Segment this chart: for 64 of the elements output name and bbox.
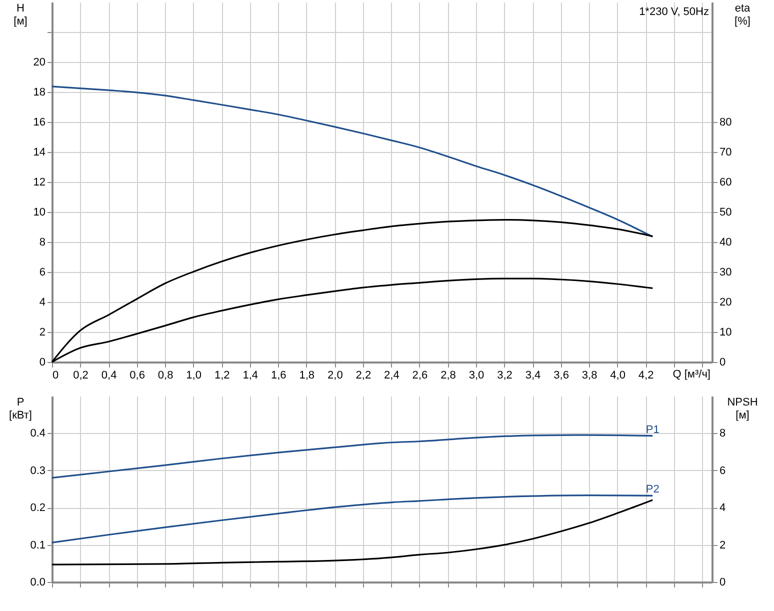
y2-tick-label: 8	[720, 428, 726, 440]
x-tick-label: 1,4	[242, 370, 258, 382]
x-tick-label: 0	[52, 370, 59, 382]
x-tick-label: 4,0	[610, 370, 626, 382]
y-tick-label: 0.0	[30, 576, 46, 588]
x-tick-label: 1,6	[270, 370, 286, 382]
y2-tick-label: 0	[720, 576, 726, 588]
x-tick-label: 1,0	[186, 370, 202, 382]
x-tick-label: 0,8	[158, 370, 174, 382]
x-tick-label: 0,6	[130, 370, 145, 382]
y2-tick-label: 70	[720, 146, 732, 158]
series-label: P1	[646, 424, 660, 436]
y-tick-label: 10	[33, 206, 46, 218]
y-tick-label: 4	[39, 296, 46, 308]
line-series	[51, 86, 654, 238]
y-tick-label: 14	[33, 146, 46, 158]
y-axis-title: P [кВт]	[9, 396, 32, 422]
y-tick-label: 0.3	[30, 464, 46, 477]
x-tick-label: 0,4	[101, 370, 117, 382]
y2-tick-label: 6	[720, 464, 726, 477]
y-tick-label: 0.4	[30, 428, 46, 440]
x-tick-label: 0,2	[73, 370, 88, 382]
y-axis-title: H [м]	[14, 2, 28, 28]
x-tick-label: 2,8	[440, 370, 456, 382]
y-tick-label: 0	[39, 356, 46, 368]
y-tick-label: 8	[39, 236, 46, 248]
y2-tick-label: 80	[720, 116, 732, 128]
x-tick-label: 3,2	[497, 370, 512, 382]
y2-tick-label: 4	[720, 502, 726, 514]
y2-tick-label: 2	[720, 539, 726, 552]
x-tick-label: 3,6	[554, 370, 569, 382]
series-label: P2	[646, 484, 660, 496]
x-tick-label: 3,4	[525, 370, 541, 382]
y2-axis-title: NPSH [м]	[727, 396, 758, 422]
x-axis-title: Q [м³/ч]	[672, 368, 710, 380]
y2-tick-label: 50	[720, 206, 732, 218]
x-tick-label: 3,8	[582, 370, 598, 382]
line-series	[51, 434, 654, 479]
x-tick-label: 1,2	[214, 370, 230, 382]
x-tick-label: 2,6	[412, 370, 428, 382]
y-tick-label: 6	[39, 266, 46, 278]
y-tick-label: 18	[33, 86, 46, 98]
x-tick-label: 1,8	[299, 370, 315, 382]
y-tick-label: 16	[33, 116, 46, 128]
y-tick-label: 0.1	[30, 539, 46, 552]
y-tick-label: 0.2	[30, 502, 46, 514]
x-tick-label: 2,0	[328, 370, 343, 382]
y2-tick-label: 40	[720, 236, 732, 248]
y2-tick-label: 20	[720, 296, 732, 308]
y-tick-label: 12	[33, 176, 46, 188]
y2-tick-label: 0	[720, 356, 726, 368]
x-tick-label: 3,0	[468, 370, 484, 382]
y2-axis-title: eta [%]	[734, 2, 752, 28]
y-tick-label: 20	[33, 56, 46, 68]
x-tick-label: 2,2	[356, 370, 372, 382]
line-series	[51, 494, 654, 544]
y2-tick-label: 10	[720, 326, 732, 338]
x-tick-label: 4,2	[638, 370, 654, 382]
annotation: 1*230 V, 50Hz	[639, 6, 709, 18]
y-tick-label: 2	[39, 326, 46, 338]
line-series	[51, 499, 654, 566]
y2-tick-label: 30	[720, 266, 732, 278]
y2-tick-label: 60	[720, 176, 732, 188]
x-tick-label: 2,4	[384, 370, 400, 382]
